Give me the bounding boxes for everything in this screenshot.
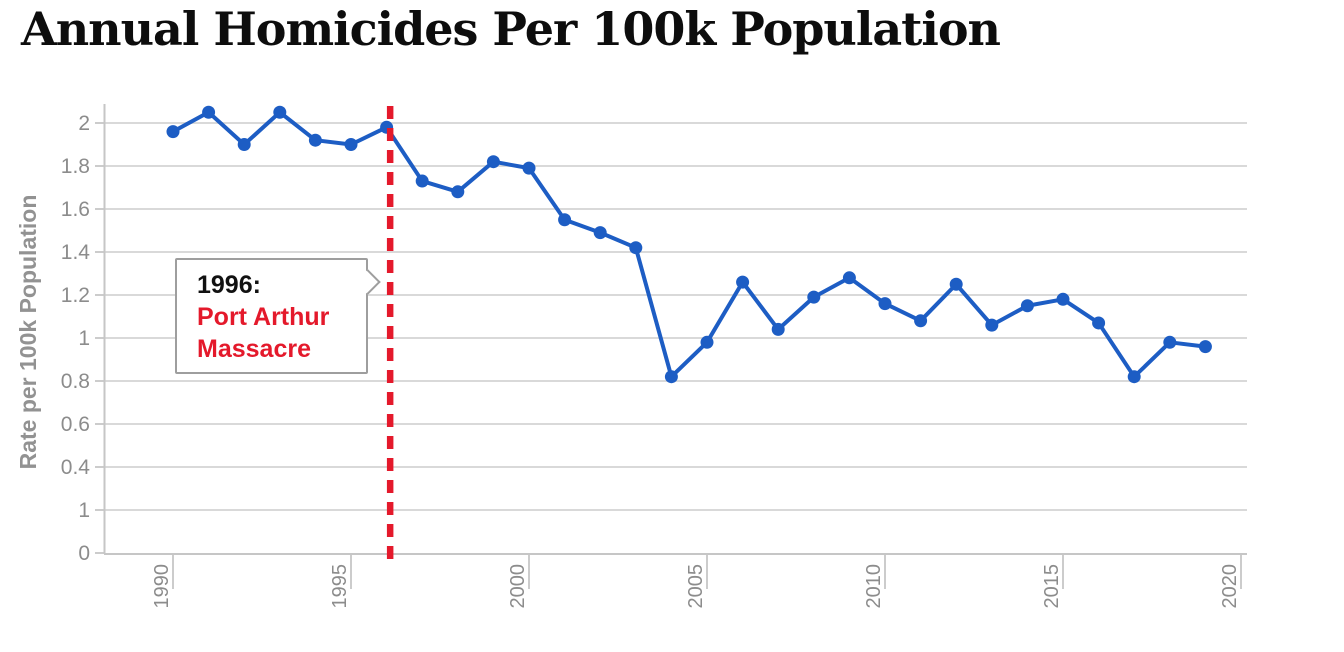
data-point	[878, 297, 892, 311]
data-point	[451, 185, 465, 199]
y-tick-label: 1.2	[61, 284, 90, 307]
axes-layer: 2 1.8 1.6 1.4 1.2 1 0.8 0.6 0.4 1 0 1990 1995 2000 200…	[61, 104, 1247, 609]
data-point	[237, 138, 251, 151]
y-tick-label: 2	[78, 112, 90, 135]
annotation-event-line2: Massacre	[197, 335, 311, 363]
gridlines-layer	[105, 122, 1247, 511]
data-point	[842, 271, 856, 285]
x-tick-label: 2000	[507, 564, 529, 609]
x-tick-label: 1995	[329, 564, 351, 609]
x-tick-label: 2020	[1219, 564, 1241, 609]
data-point	[558, 213, 572, 227]
y-tick-label: 1.6	[61, 198, 90, 221]
data-point	[166, 125, 180, 139]
y-tick-label: 1.4	[61, 241, 91, 264]
data-point	[1198, 340, 1212, 354]
y-tick-label: 0.6	[61, 413, 90, 436]
data-point	[1020, 299, 1034, 313]
data-point	[629, 241, 643, 255]
y-axis-title: Rate per 100k Population	[15, 195, 41, 470]
x-tick-label: 1990	[151, 564, 173, 609]
data-point	[700, 335, 714, 349]
data-point	[664, 370, 678, 384]
annotation-event-line1: Port Arthur	[197, 303, 330, 331]
event-annotation-callout: 1996: Port Arthur Massacre	[175, 258, 368, 374]
y-tick-label: 1	[78, 499, 90, 522]
data-point	[522, 161, 536, 175]
data-point	[202, 105, 216, 119]
data-point	[736, 275, 750, 289]
data-point	[807, 290, 821, 304]
data-point	[415, 174, 429, 188]
data-point	[1056, 292, 1070, 306]
data-point	[1092, 316, 1106, 330]
x-tick-label: 2005	[685, 564, 707, 609]
annotation-year-label: 1996:	[197, 271, 261, 299]
y-tick-label: 0.4	[61, 456, 91, 479]
data-point	[486, 155, 500, 169]
data-point	[344, 138, 358, 151]
y-tick-label: 0	[78, 542, 90, 565]
y-tick-label: 1.8	[61, 155, 90, 178]
data-point	[1127, 370, 1141, 384]
data-point	[771, 322, 785, 336]
x-tick-label: 2015	[1041, 564, 1063, 609]
data-point	[914, 314, 928, 328]
x-tick-label: 2010	[863, 564, 885, 609]
chart-title: Annual Homicides Per 100k Population	[21, 2, 1001, 56]
data-point	[593, 226, 607, 240]
y-tick-label: 0.8	[61, 370, 90, 393]
data-point	[949, 277, 963, 291]
data-point	[273, 105, 287, 119]
data-point	[985, 318, 999, 332]
data-point	[1163, 335, 1177, 349]
data-point	[308, 133, 322, 147]
y-tick-label: 1	[78, 327, 90, 350]
